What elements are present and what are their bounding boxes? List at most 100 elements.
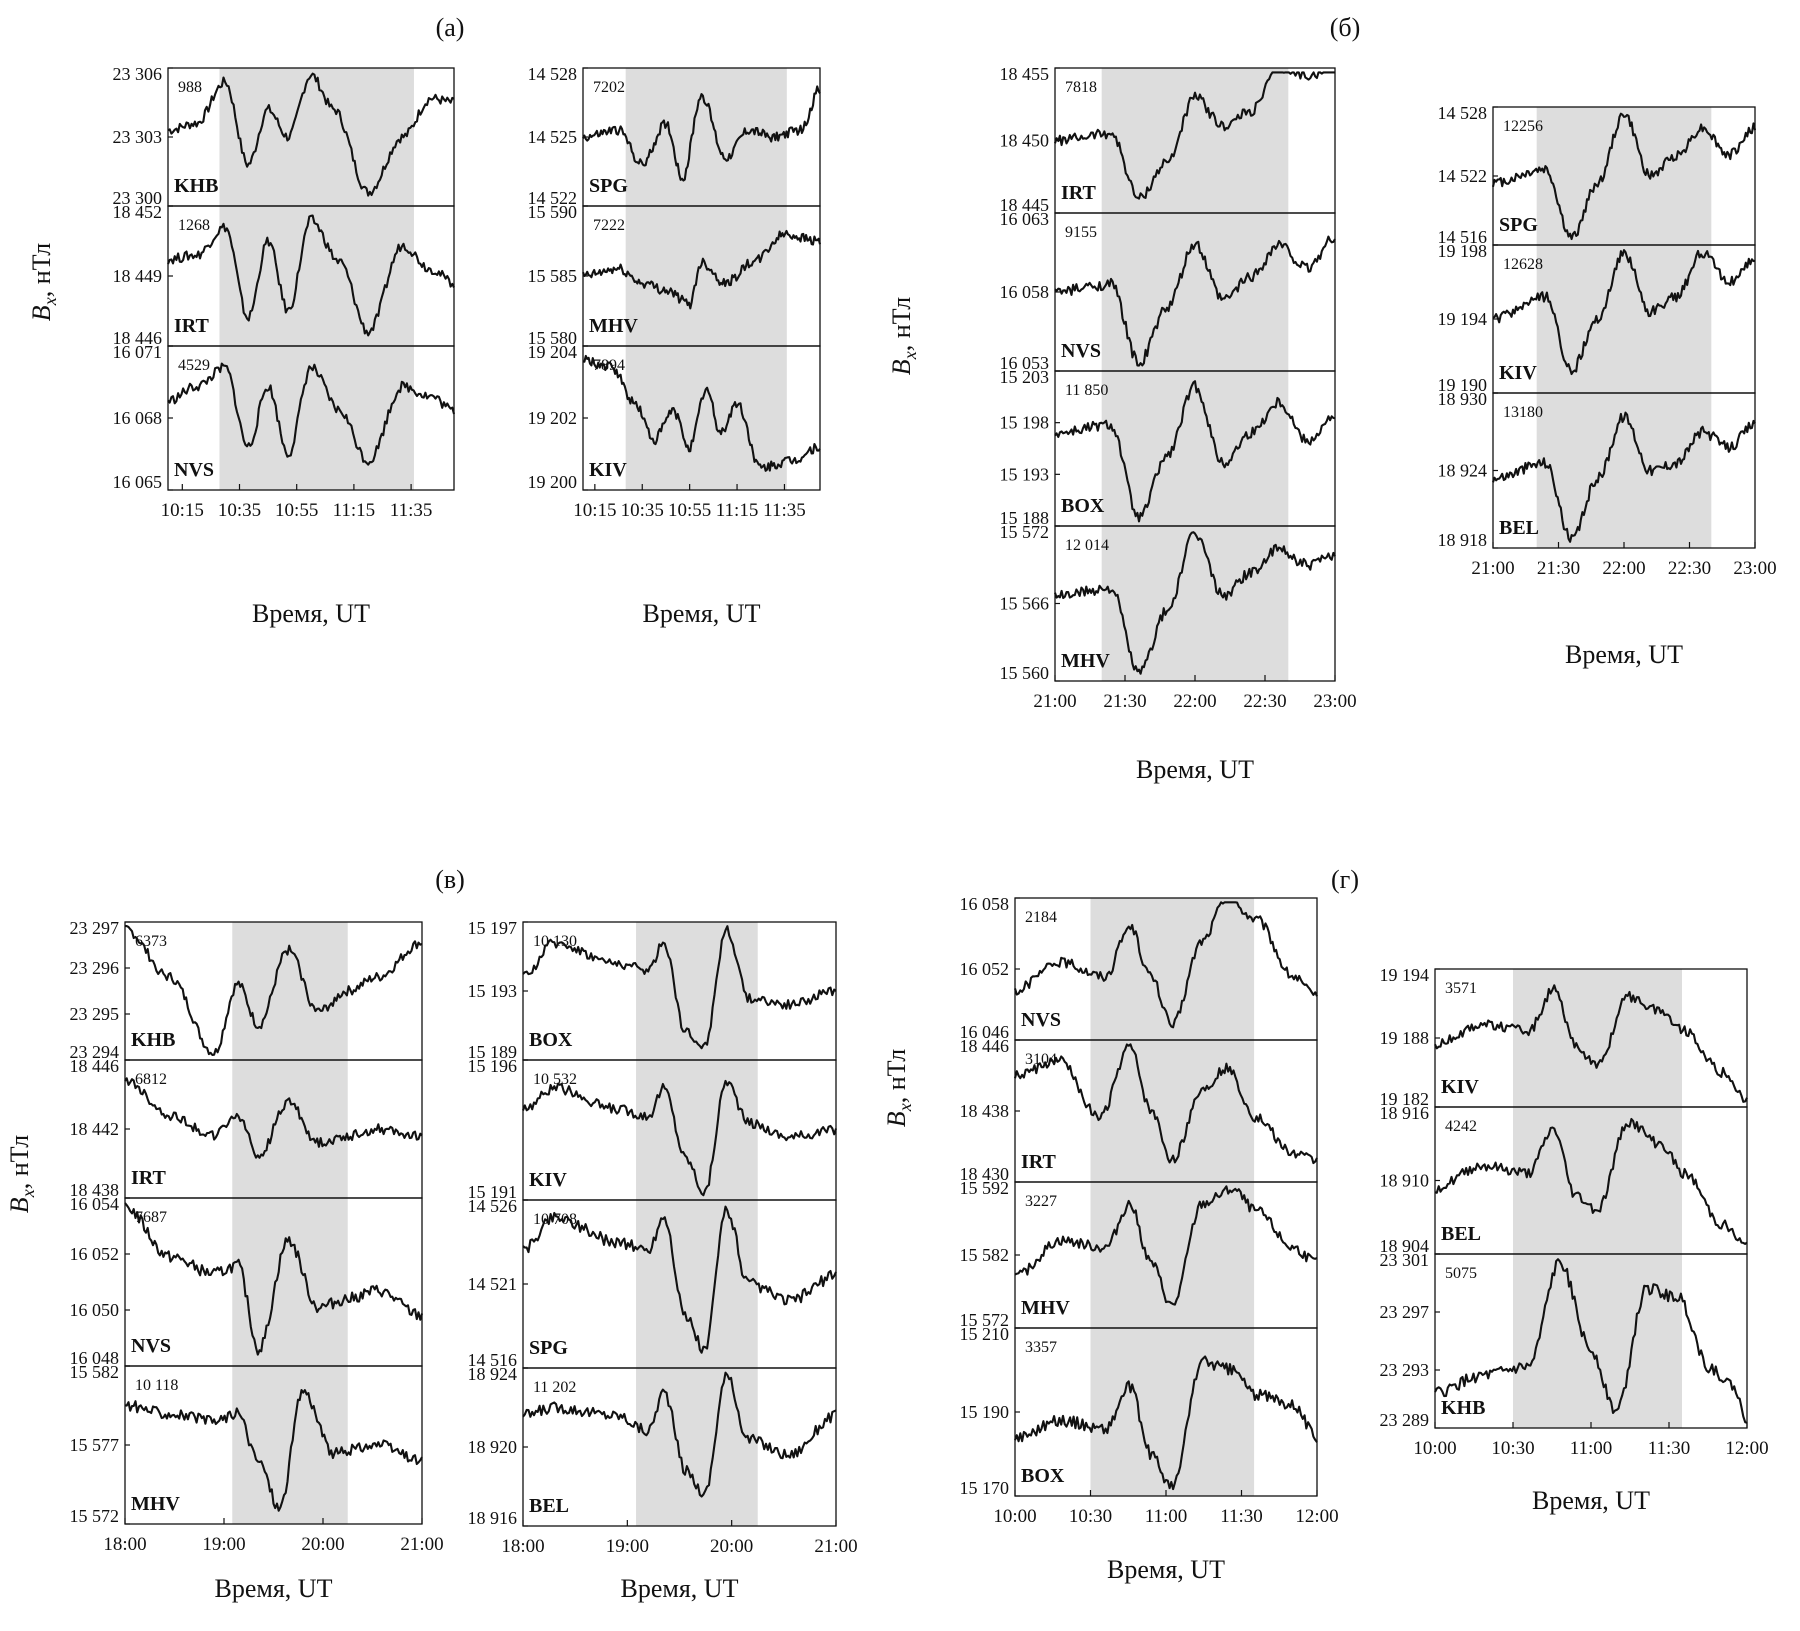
y-tick-label: 16 052 [70,1244,120,1264]
series-line-box [1014,1355,1318,1491]
y-tick-label: 19 200 [528,472,578,492]
series-line-irt [124,1077,423,1159]
station-label-irt: IRT [174,315,210,337]
x-tick-label: 22:00 [1173,691,1216,712]
y-tick-label: 14 521 [468,1274,518,1294]
y-tick-label: 16 068 [113,408,163,428]
y-tick-label: 15 188 [1000,508,1050,528]
y-axis-label: Bx, нТл [27,243,60,321]
record-number: 11 202 [533,1379,576,1396]
station-label-spg: SPG [529,1337,568,1359]
y-tick-label: 18 924 [1438,461,1488,481]
frame-layer [124,67,1756,1527]
series-line-khb [125,925,423,1057]
record-number: 7894 [593,357,625,374]
record-number: 7818 [1065,79,1097,96]
y-tick-label: 15 590 [528,202,578,222]
x-tick-label: 11:35 [763,500,806,521]
y-tick-label: 23 295 [70,1004,120,1024]
station-label-khb: KHB [131,1029,175,1051]
station-label-irt: IRT [131,1167,167,1189]
x-tick-label: 10:15 [161,500,204,521]
station-label-nvs: NVS [1061,340,1101,362]
y-tick-label: 16 052 [960,959,1010,979]
y-tick-label: 23 293 [1380,1360,1430,1380]
x-tick-label: 22:30 [1243,691,1286,712]
record-number: 10 532 [533,1071,577,1088]
record-number: 11 850 [1065,382,1108,399]
y-tick-label: 23 297 [70,918,120,938]
station-label-nvs: NVS [1021,1009,1061,1031]
y-tick-label: 15 170 [960,1478,1010,1498]
y-tick-label: 16 058 [1000,282,1050,302]
station-label-mhv: MHV [131,1493,180,1515]
y-tick-label: 15 572 [960,1310,1010,1330]
station-label-box: BOX [1061,495,1105,517]
station-label-bel: BEL [1499,517,1539,539]
station-label-box: BOX [529,1029,573,1051]
y-tick-label: 15 203 [1000,367,1050,387]
y-tick-label: 15 198 [1000,413,1050,433]
record-number: 988 [178,79,202,96]
event-shading [1101,68,1289,681]
record-number: 7202 [593,79,625,96]
x-tick-label: 22:30 [1668,558,1711,579]
y-tick-label: 18 918 [1438,530,1488,550]
series-line-khb [1434,1258,1748,1424]
x-axis-label: Время, UT [1107,1555,1225,1584]
y-tick-label: 16 053 [1000,353,1050,373]
series-line-spg [1491,112,1757,241]
record-number: 4242 [1445,1118,1477,1135]
series-line-spg [522,1205,837,1354]
y-tick-label: 15 190 [960,1402,1010,1422]
station-label-kiv: KIV [1499,362,1537,384]
y-tick-label: 18 442 [70,1119,120,1139]
y-axis-label: Bx, нТл [887,297,920,375]
x-tick-label: 23:00 [1313,691,1356,712]
y-tick-label: 18 445 [1000,195,1050,215]
series-line-nvs [167,362,456,466]
x-tick-label: 10:35 [621,500,664,521]
x-tick-label: 11:30 [1220,1506,1263,1527]
y-tick-label: 23 303 [113,127,163,147]
x-tick-label: 10:30 [1491,1438,1534,1459]
event-shading [232,922,348,1524]
panel-label-b: (б) [1330,13,1361,42]
panel-labels: (а) (б) (в) (г) [435,13,1360,894]
x-tick-label: 19:00 [606,1536,649,1557]
record-number: 5075 [1445,1265,1477,1282]
x-axis-label: Время, UT [621,1574,739,1603]
event-shading [219,68,414,490]
y-tick-label: 16 050 [70,1300,120,1320]
station-label-mhv: MHV [589,315,638,337]
y-tick-label: 16 046 [960,1022,1010,1042]
y-tick-label: 18 446 [960,1036,1010,1056]
series-line-bel [522,1371,837,1498]
record-number: 12 014 [1065,537,1109,554]
y-tick-label: 15 582 [960,1245,1010,1265]
y-tick-label: 15 193 [1000,464,1050,484]
x-tick-label: 11:30 [1648,1438,1691,1459]
y-tick-label: 23 297 [1380,1302,1430,1322]
y-tick-label: 15 566 [1000,594,1050,614]
y-tick-label: 16 048 [70,1348,120,1368]
series-line-mhv [1014,1185,1318,1306]
station-label-spg: SPG [1499,214,1538,236]
x-tick-label: 23:00 [1733,558,1776,579]
y-tick-label: 18 452 [113,202,163,222]
y-tick-label: 19 190 [1438,375,1488,395]
y-tick-label: 18 446 [113,328,163,348]
x-tick-label: 22:00 [1602,558,1645,579]
y-tick-label: 15 580 [528,328,578,348]
y-tick-label: 14 528 [1438,103,1488,123]
x-tick-label: 18:00 [501,1536,544,1557]
y-tick-label: 18 449 [113,266,163,286]
station-label-kiv: KIV [529,1169,567,1191]
station-label-irt: IRT [1021,1151,1057,1173]
x-tick-label: 11:35 [390,500,433,521]
y-tick-label: 18 920 [468,1437,518,1457]
y-tick-label: 14 516 [468,1350,518,1370]
y-tick-label: 15 577 [70,1435,120,1455]
series-line-kiv [1492,249,1756,376]
